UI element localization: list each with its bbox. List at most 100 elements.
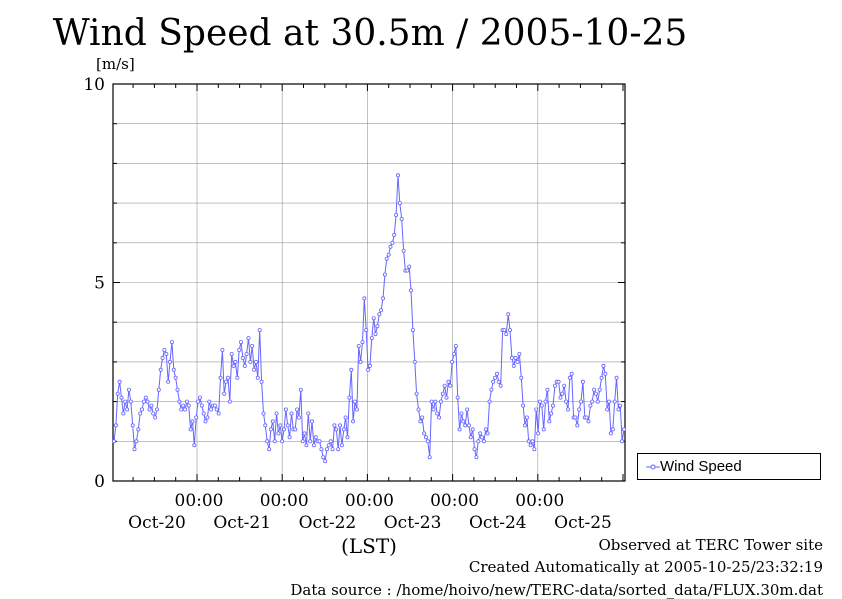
data-point: [472, 447, 477, 452]
data-point: [562, 383, 567, 388]
data-point: [569, 371, 574, 376]
data-point: [160, 355, 165, 360]
data-point: [296, 415, 301, 420]
data-point: [173, 375, 178, 380]
data-point: [599, 375, 604, 380]
data-point: [123, 399, 128, 404]
data-point: [188, 427, 193, 432]
data-point: [446, 379, 451, 384]
x-day-label: Oct-22: [299, 513, 357, 533]
data-point: [181, 403, 186, 408]
x-tick-label: 00:00: [345, 491, 394, 511]
data-point: [466, 423, 471, 428]
data-point: [345, 435, 350, 440]
data-point: [235, 375, 240, 380]
data-point: [534, 407, 539, 412]
data-point: [151, 411, 156, 416]
data-point: [577, 407, 582, 412]
data-point: [494, 371, 499, 376]
data-point: [113, 423, 118, 428]
data-point: [205, 415, 210, 420]
y-tick-label: 0: [94, 472, 105, 492]
data-point: [412, 359, 417, 364]
chart-title: Wind Speed at 30.5m / 2005-10-25: [52, 13, 688, 54]
data-point: [147, 407, 152, 412]
data-point: [272, 439, 277, 444]
data-point: [410, 328, 415, 333]
data-point: [603, 371, 608, 376]
data-point: [308, 439, 313, 444]
data-point: [238, 340, 243, 345]
data-point: [498, 383, 503, 388]
data-point: [119, 395, 124, 400]
data-point: [248, 359, 253, 364]
data-point: [227, 399, 232, 404]
data-point: [242, 363, 247, 368]
data-point: [442, 383, 447, 388]
data-point: [126, 387, 131, 392]
data-point: [265, 439, 270, 444]
data-point: [521, 403, 526, 408]
data-point: [513, 355, 518, 360]
data-point: [112, 439, 117, 444]
data-point: [549, 411, 554, 416]
y-tick-label: 10: [83, 75, 105, 95]
data-point: [121, 411, 126, 416]
source-note: Data source : /home/hoivo/new/TERC-data/…: [290, 581, 823, 599]
data-point: [281, 427, 286, 432]
data-point: [461, 419, 466, 424]
data-point: [504, 332, 509, 337]
data-point: [379, 308, 384, 313]
site-note: Observed at TERC Tower site: [598, 536, 823, 554]
data-point: [610, 427, 615, 432]
data-point: [450, 359, 455, 364]
data-point: [536, 431, 541, 436]
data-point: [414, 391, 419, 396]
data-point: [448, 383, 453, 388]
data-point: [162, 347, 167, 352]
data-point: [313, 435, 318, 440]
data-point: [334, 427, 339, 432]
data-point: [289, 411, 294, 416]
data-point: [468, 435, 473, 440]
data-point: [616, 407, 621, 412]
data-point: [386, 252, 391, 257]
data-point: [285, 423, 290, 428]
data-point: [224, 379, 229, 384]
data-point: [136, 427, 141, 432]
data-point: [166, 379, 171, 384]
data-point: [556, 379, 561, 384]
data-point: [128, 399, 133, 404]
data-point: [138, 411, 143, 416]
data-point: [351, 419, 356, 424]
data-point: [364, 328, 369, 333]
data-point: [156, 387, 161, 392]
data-point: [423, 435, 428, 440]
data-point: [558, 395, 563, 400]
data-point: [622, 427, 627, 432]
data-point: [369, 336, 374, 341]
x-day-label: Oct-24: [469, 513, 527, 533]
data-point: [367, 363, 372, 368]
data-point: [507, 328, 512, 333]
data-point: [408, 288, 413, 293]
data-point: [343, 415, 348, 420]
data-point: [212, 403, 217, 408]
data-point: [317, 439, 322, 444]
data-point: [356, 343, 361, 348]
data-point: [539, 403, 544, 408]
data-point: [253, 359, 258, 364]
data-point: [283, 407, 288, 412]
data-point: [506, 312, 511, 317]
data-point: [575, 423, 580, 428]
data-point: [608, 431, 613, 436]
data-point: [358, 359, 363, 364]
data-point: [280, 439, 285, 444]
data-point: [250, 343, 255, 348]
data-point: [502, 328, 507, 333]
data-point: [371, 316, 376, 321]
data-point: [194, 415, 199, 420]
data-point: [143, 395, 148, 400]
data-point: [560, 391, 565, 396]
